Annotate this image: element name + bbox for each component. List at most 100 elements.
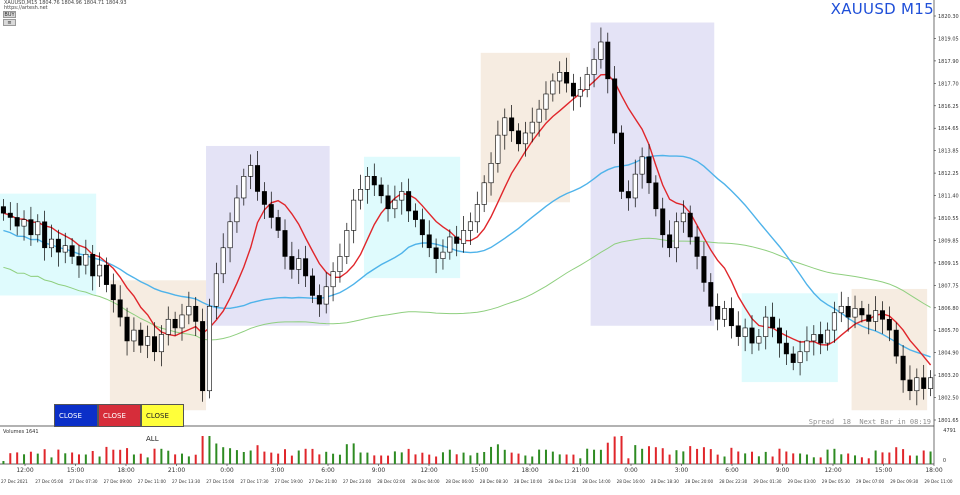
candle-bear	[687, 212, 693, 238]
candle-bull	[344, 230, 350, 257]
candle-bear	[570, 82, 576, 97]
volume-bar	[448, 449, 451, 464]
candle-bear	[900, 355, 906, 381]
price-tick-label: 1817.70	[938, 81, 959, 87]
candle-bear	[193, 305, 199, 322]
volume-bar	[496, 444, 499, 464]
candle-bear	[728, 308, 734, 327]
volume-bar	[730, 447, 733, 464]
ma-mid-line	[3, 154, 931, 358]
candle-bull	[488, 163, 494, 184]
candle-bull	[550, 80, 556, 95]
candle-bear	[7, 212, 13, 218]
volume-bar	[414, 454, 417, 464]
candle-bear	[625, 191, 631, 199]
candle-bull	[598, 41, 604, 60]
volume-bar	[565, 454, 568, 464]
volume-bar	[139, 453, 142, 464]
symbol-title: XAUUSD M15	[830, 0, 934, 18]
candle-bull	[804, 340, 810, 353]
close-buy-button[interactable]: CLOSE BUY	[98, 404, 141, 443]
price-tick-label: 1811.40	[938, 194, 959, 200]
volume-bar	[661, 448, 664, 464]
volume-bar	[771, 456, 774, 464]
candle-bull	[49, 238, 55, 249]
candle-bull	[83, 253, 89, 266]
chart-header-url[interactable]: https://artesh.net	[4, 5, 48, 11]
candle-bull	[536, 108, 542, 123]
candle-bull	[213, 273, 219, 307]
close-sell-button[interactable]: CLOSE SELL	[54, 404, 98, 443]
candle-bull	[673, 221, 679, 249]
volume-bar	[647, 446, 650, 464]
candle-bear	[200, 321, 206, 392]
price-tick-label: 1809.15	[938, 261, 959, 267]
candle-bull	[873, 310, 879, 322]
volume-bar	[297, 450, 300, 464]
ma-fast-line	[3, 73, 932, 366]
time-tick-hour: 12:00	[420, 467, 437, 474]
price-tick-label: 1812.25	[938, 171, 959, 177]
candle-bear	[42, 221, 48, 249]
time-tick-hour: 12:00	[16, 467, 33, 474]
volume-bar	[36, 453, 39, 464]
candle-bull	[852, 308, 858, 318]
volume-bar	[455, 454, 458, 464]
volume-bar	[593, 449, 596, 464]
volumes-label: Volumes 1641	[3, 429, 39, 435]
volume-bar	[153, 448, 156, 464]
candle-bull	[495, 134, 501, 164]
candle-bear	[152, 336, 158, 353]
candle-bear	[886, 318, 892, 331]
volume-bar	[517, 453, 520, 464]
time-tick-date: 28 Dec 06:00	[446, 479, 474, 484]
volume-bar	[675, 450, 678, 464]
candle-bear	[454, 236, 460, 244]
time-tick-hour: 6:00	[725, 467, 739, 474]
volume-bar	[874, 450, 877, 464]
time-tick-date: 28 Dec 12:30	[548, 479, 576, 484]
volume-bar	[744, 453, 747, 464]
price-tick-label: 1805.70	[938, 328, 959, 334]
time-tick-hour: 9:00	[776, 467, 790, 474]
price-tick-label: 1803.20	[938, 373, 959, 379]
volume-bar	[229, 448, 232, 464]
volume-bar	[805, 454, 808, 464]
candle-bear	[776, 327, 782, 344]
candle-bull	[351, 199, 357, 231]
volume-bar	[215, 443, 218, 464]
candle-bear	[378, 184, 384, 197]
volume-bar	[435, 456, 438, 464]
mini-menu-button[interactable]: ≡	[3, 19, 16, 26]
time-tick-hour: 15:00	[67, 467, 84, 474]
time-tick-date: 28 Dec 04:00	[411, 479, 439, 484]
candle-bear	[735, 325, 741, 337]
volume-bar	[764, 451, 767, 464]
volume-bar	[469, 455, 472, 464]
volume-bar	[263, 451, 266, 464]
time-tick-date: 27 Dec 11:00	[138, 479, 166, 484]
volume-bar	[400, 452, 403, 464]
candle-bear	[69, 245, 75, 257]
price-tick-label: 1819.05	[938, 36, 959, 42]
time-tick-hour: 0:00	[220, 467, 234, 474]
volume-bar	[599, 449, 602, 464]
volume-bar	[338, 454, 341, 464]
candle-bear	[893, 329, 899, 357]
volume-bar	[119, 449, 122, 464]
candle-bull	[522, 132, 528, 145]
time-tick-hour: 0:00	[624, 467, 638, 474]
volume-bar	[373, 455, 376, 464]
candle-bear	[619, 132, 625, 192]
volume-bar	[503, 449, 506, 464]
volume-bar	[242, 452, 245, 464]
close-all-button[interactable]: CLOSE ALL	[141, 404, 184, 443]
price-tick-label: 1816.25	[938, 104, 959, 110]
candles	[0, 27, 934, 406]
time-tick-date: 29 Dec 11:00	[924, 479, 952, 484]
time-axis-hours: 12:00 15:00 18:00 21:00 0:00 3:00 6:00 9:00 12:0…	[16, 464, 943, 474]
mini-buy-button[interactable]: BUY	[3, 11, 16, 18]
candle-bull	[811, 334, 817, 342]
